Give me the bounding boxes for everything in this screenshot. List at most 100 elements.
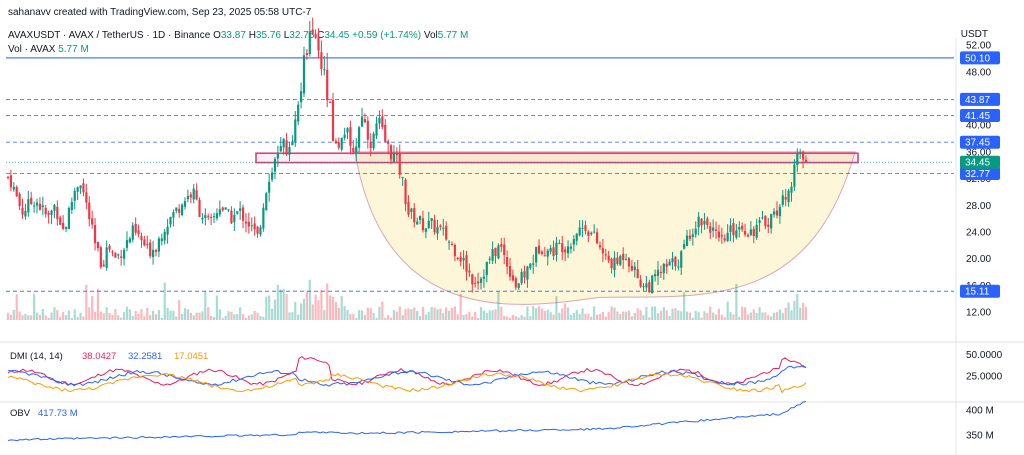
currency-label: USDT bbox=[960, 29, 988, 40]
volume-bar bbox=[302, 298, 306, 320]
candle-body bbox=[149, 242, 152, 257]
candle-body bbox=[64, 227, 68, 229]
volume-bar bbox=[323, 310, 326, 320]
volume-bar bbox=[244, 317, 248, 320]
volume-bar bbox=[648, 317, 651, 320]
volume-bar bbox=[320, 289, 323, 320]
volume-bar bbox=[520, 315, 523, 320]
volume-bar bbox=[105, 307, 108, 320]
candle-body bbox=[256, 226, 259, 234]
candle-body bbox=[99, 247, 102, 268]
level-badge-1: 43.87 bbox=[965, 95, 990, 106]
volume-bar bbox=[120, 317, 123, 320]
candle-body bbox=[128, 238, 131, 243]
candle-body bbox=[401, 177, 404, 179]
volume-bar bbox=[163, 282, 166, 320]
volume-bar bbox=[526, 306, 529, 320]
price-tick-1: 48.00 bbox=[966, 67, 991, 78]
volume-bar bbox=[47, 317, 50, 320]
volume-bar bbox=[651, 306, 654, 320]
candle-body bbox=[314, 34, 317, 38]
volume-bar bbox=[743, 307, 747, 320]
candle-body bbox=[79, 185, 82, 189]
volume-bar bbox=[218, 309, 221, 320]
candle-body bbox=[389, 145, 393, 160]
candle-body bbox=[549, 248, 552, 252]
candle-body bbox=[764, 215, 767, 227]
volume-bar bbox=[671, 308, 674, 320]
volume-bar bbox=[372, 312, 375, 320]
volume-bar bbox=[253, 310, 256, 320]
volume-bar bbox=[299, 303, 303, 320]
volume-bar bbox=[421, 306, 425, 320]
candle-body bbox=[363, 119, 367, 123]
candle-body bbox=[56, 206, 59, 220]
volume-bar bbox=[140, 309, 143, 320]
volume-study-value: 5.77 M bbox=[58, 44, 89, 55]
candle-body bbox=[276, 152, 279, 159]
volume-bar bbox=[529, 316, 532, 320]
candle-body bbox=[514, 278, 517, 288]
candle-body bbox=[697, 216, 700, 228]
volume-bar bbox=[476, 317, 480, 320]
volume-bar bbox=[746, 314, 750, 320]
level-badge-1-bg bbox=[960, 92, 1000, 106]
volume-bar bbox=[630, 316, 633, 320]
volume-bar bbox=[424, 314, 427, 320]
volume-bar bbox=[564, 303, 567, 320]
volume-bar bbox=[535, 308, 538, 320]
candle-body bbox=[120, 256, 123, 258]
volume-bar bbox=[305, 291, 308, 320]
candle-body bbox=[53, 205, 56, 211]
candle-body bbox=[793, 164, 796, 187]
candle-body bbox=[343, 134, 346, 138]
candle-body bbox=[624, 259, 628, 261]
volume-bar bbox=[677, 310, 680, 320]
volume-bar bbox=[749, 312, 752, 320]
volume-bar bbox=[117, 315, 120, 320]
volume-bar bbox=[355, 317, 358, 320]
candle-body bbox=[735, 230, 738, 238]
candle-body bbox=[9, 175, 13, 188]
volume-bar bbox=[12, 309, 15, 320]
candle-body bbox=[122, 249, 126, 259]
volume-bar bbox=[642, 315, 645, 320]
candle-body bbox=[108, 245, 111, 250]
dmi-tick-0: 50.0000 bbox=[966, 350, 1003, 361]
volume-bar bbox=[738, 317, 741, 320]
candle-body bbox=[207, 216, 210, 218]
volume-bar bbox=[619, 314, 622, 320]
volume-bar bbox=[273, 299, 277, 320]
volume-bar bbox=[729, 311, 732, 320]
candle-body bbox=[535, 246, 538, 263]
volume-bar bbox=[270, 308, 274, 320]
volume-bar bbox=[35, 312, 39, 320]
volume-bar bbox=[482, 310, 485, 320]
volume-bar bbox=[102, 313, 105, 320]
candle-body bbox=[453, 244, 456, 257]
candle-body bbox=[302, 55, 306, 94]
candle-body bbox=[265, 193, 268, 211]
volume-bar bbox=[506, 316, 509, 320]
price-axis[interactable]: 52.0048.0044.0040.0036.0032.0028.0024.00… bbox=[0, 38, 1024, 455]
volume-bar bbox=[183, 308, 187, 320]
candle-body bbox=[801, 151, 805, 160]
level-badge-2: 41.45 bbox=[965, 111, 990, 122]
candle-body bbox=[671, 258, 674, 263]
volume-bar bbox=[569, 314, 573, 320]
candle-body bbox=[21, 207, 24, 215]
candle-body bbox=[755, 224, 758, 238]
volume-bar bbox=[276, 284, 279, 320]
candle-body bbox=[561, 243, 564, 253]
volume-bar bbox=[297, 314, 300, 320]
candle-body bbox=[334, 140, 338, 144]
candle-body bbox=[427, 220, 430, 228]
close-label: C bbox=[317, 30, 325, 41]
candle-body bbox=[433, 219, 436, 233]
volume-bar bbox=[465, 314, 468, 320]
volume-bar bbox=[82, 316, 85, 320]
candle-body bbox=[59, 217, 62, 225]
volume-bar bbox=[781, 313, 784, 320]
volume-bar bbox=[407, 308, 410, 320]
